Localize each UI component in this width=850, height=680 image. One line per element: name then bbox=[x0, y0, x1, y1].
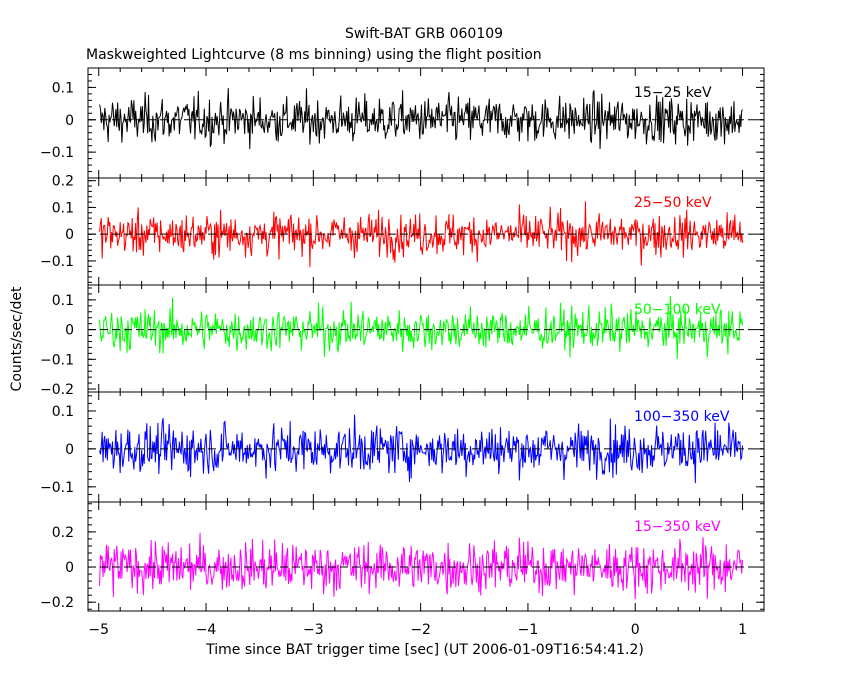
y-tick-label: 0 bbox=[65, 560, 74, 576]
x-tick-label: −1 bbox=[518, 622, 539, 638]
y-tick-label: −0.1 bbox=[40, 254, 74, 270]
y-tick-label: 0 bbox=[65, 113, 74, 129]
panel-label-100-350-kev: 100−350 keV bbox=[634, 409, 730, 425]
x-axis-label: Time since BAT trigger time [sec] (UT 20… bbox=[205, 642, 644, 658]
y-tick-label: 0.1 bbox=[52, 80, 74, 96]
panel-label-25-50-kev: 25−50 keV bbox=[634, 195, 712, 211]
panel-frame bbox=[87, 501, 765, 612]
y-tick-label: −0.2 bbox=[40, 595, 74, 611]
y-tick-label: 0.1 bbox=[52, 404, 74, 420]
x-tick-label: −3 bbox=[303, 622, 324, 638]
series-line-15-25-kev bbox=[99, 88, 743, 150]
y-tick-label: −0.2 bbox=[40, 382, 74, 398]
y-tick-label: 0.1 bbox=[52, 200, 74, 216]
y-tick-label: −0.1 bbox=[40, 145, 74, 161]
series-line-100-350-kev bbox=[99, 414, 744, 484]
y-axis-label: Counts/sec/det bbox=[9, 286, 25, 391]
x-tick-label: 0 bbox=[631, 622, 640, 638]
y-tick-label: 0.2 bbox=[52, 525, 74, 541]
y-tick-label: 0 bbox=[65, 442, 74, 458]
y-tick-label: −0.1 bbox=[40, 480, 74, 496]
x-tick-label: 1 bbox=[738, 622, 747, 638]
panel-label-15-25-kev: 15−25 keV bbox=[634, 85, 712, 101]
y-tick-label: 0 bbox=[65, 323, 74, 339]
panel-15-25-kev: −0.1 0 0.1 15−25 keV bbox=[40, 67, 765, 179]
x-tick-label: −5 bbox=[88, 622, 109, 638]
panel-25-50-kev: −0.1 0 0.1 0.2 25−50 keV bbox=[40, 174, 765, 286]
panel-15-350-kev: −0.2 0 0.2 15−350 keV bbox=[40, 501, 765, 612]
chart-title: Swift-BAT GRB 060109 bbox=[345, 26, 503, 42]
panel-label-15-350-kev: 15−350 keV bbox=[634, 519, 721, 535]
x-tick-label: −4 bbox=[196, 622, 217, 638]
y-tick-label: 0 bbox=[65, 227, 74, 243]
panel-50-100-kev: −0.2 −0.1 0 0.1 50−100 keV bbox=[40, 284, 765, 398]
series-line-50-100-kev bbox=[99, 295, 744, 359]
y-tick-label: 0.2 bbox=[52, 174, 74, 190]
series-line-25-50-kev bbox=[99, 201, 744, 268]
chart-subtitle: Maskweighted Lightcurve (8 ms binning) u… bbox=[86, 47, 542, 63]
panels-group: −0.100.1 15−25 keV−0.100.10.225−50 keV−0.… bbox=[40, 67, 765, 612]
x-axis: −5 −4 −3 −2 −1 0 1 bbox=[88, 622, 747, 638]
panel-label-50-100-kev: 50−100 keV bbox=[634, 302, 721, 318]
y-tick-label: −0.1 bbox=[40, 352, 74, 368]
panel-100-350-kev: −0.1 0 0.1 100−350 keV bbox=[40, 391, 765, 503]
series-line-15-350-kev bbox=[99, 532, 744, 600]
y-tick-label: 0.1 bbox=[52, 293, 74, 309]
x-tick-label: −2 bbox=[410, 622, 431, 638]
